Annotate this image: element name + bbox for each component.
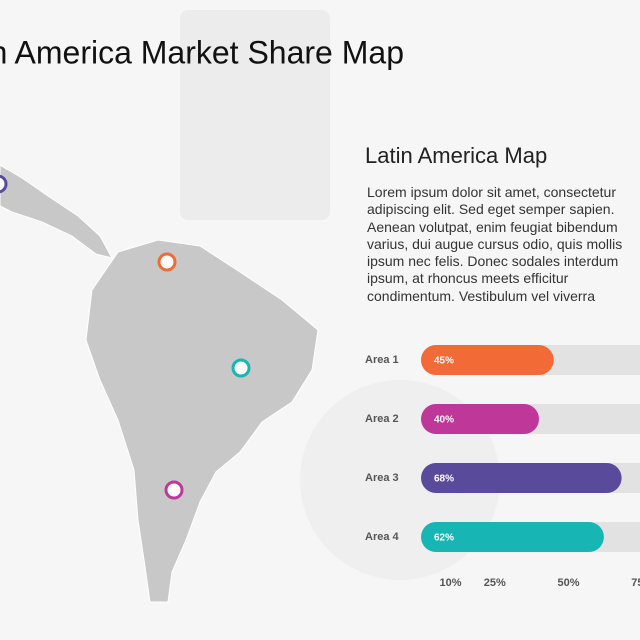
map-pin <box>231 358 251 378</box>
bar <box>421 522 604 552</box>
map-title: Latin America Map <box>365 143 547 168</box>
y-tick-label: Area 4 <box>365 531 400 543</box>
y-tick-label: Area 2 <box>365 413 399 425</box>
x-tick-label: 50% <box>557 577 579 589</box>
bar-value-label: 62% <box>434 533 454 544</box>
bar <box>421 345 554 375</box>
bar-value-label: 40% <box>434 415 454 426</box>
x-tick-label: 25% <box>484 577 506 589</box>
bar-value-label: 45% <box>434 356 454 367</box>
slide-title: Latin America Market Share Map <box>0 34 404 70</box>
bg-device <box>180 10 330 220</box>
bar <box>421 404 539 434</box>
bar <box>421 463 622 493</box>
y-tick-label: Area 3 <box>365 472 399 484</box>
paragraph: Lorem ipsum dolor sit amet, consectetur … <box>367 184 623 304</box>
map-pin <box>157 252 177 272</box>
map-pin <box>164 480 184 500</box>
x-tick-label: 75% <box>631 577 640 589</box>
y-tick-label: Area 1 <box>365 354 399 366</box>
bar-value-label: 68% <box>434 474 454 485</box>
map-south-america <box>85 239 319 603</box>
map-central-america <box>0 164 113 259</box>
map-pin <box>0 174 8 194</box>
x-tick-label: 10% <box>439 577 461 589</box>
